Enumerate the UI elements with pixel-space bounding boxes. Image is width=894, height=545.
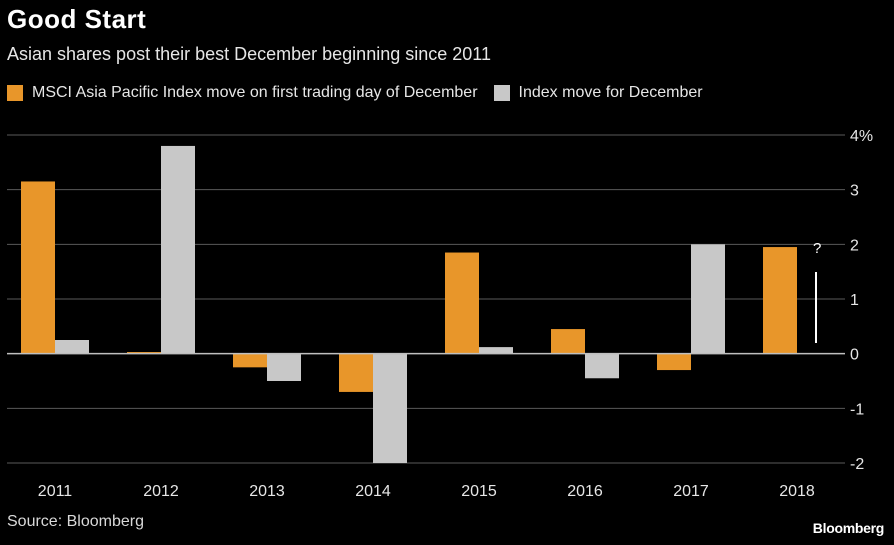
x-tick-label: 2017 bbox=[673, 483, 709, 500]
legend-swatch-orange bbox=[7, 85, 23, 101]
legend: MSCI Asia Pacific Index move on first tr… bbox=[7, 84, 719, 102]
y-tick-label: 1 bbox=[850, 292, 859, 309]
x-tick-label: 2013 bbox=[249, 483, 285, 500]
bar-first-day-2011 bbox=[21, 181, 55, 354]
y-tick-label: 2 bbox=[850, 237, 859, 254]
bar-december-2011 bbox=[55, 340, 89, 354]
legend-swatch-gray bbox=[493, 85, 510, 101]
bar-december-2015 bbox=[479, 347, 513, 354]
y-tick-label: 0 bbox=[850, 347, 859, 364]
bar-december-2012 bbox=[161, 145, 195, 354]
legend-label-first-day: MSCI Asia Pacific Index move on first tr… bbox=[32, 84, 478, 101]
y-tick-label: -1 bbox=[850, 401, 864, 418]
legend-item-december: Index move for December bbox=[493, 84, 703, 102]
bar-first-day-2012 bbox=[127, 352, 161, 354]
bar-december-2017 bbox=[691, 244, 725, 354]
chart-subtitle: Asian shares post their best December be… bbox=[7, 44, 491, 64]
annotation-question-mark: ? bbox=[813, 240, 821, 257]
bar-first-day-2018 bbox=[763, 247, 797, 354]
x-tick-label: 2011 bbox=[38, 483, 73, 500]
bar-first-day-2014 bbox=[339, 353, 373, 392]
bloomberg-logo: Bloomberg bbox=[812, 520, 885, 536]
bar-december-2014 bbox=[373, 353, 407, 463]
bar-december-2016 bbox=[585, 353, 619, 379]
y-tick-label: -2 bbox=[850, 456, 864, 473]
y-tick-label: 3 bbox=[850, 183, 859, 200]
bar-first-day-2015 bbox=[445, 252, 479, 354]
bar-first-day-2017 bbox=[657, 353, 691, 371]
x-tick-label: 2015 bbox=[461, 483, 497, 500]
bar-first-day-2013 bbox=[233, 353, 267, 368]
x-tick-label: 2016 bbox=[567, 483, 603, 500]
chart-title: Good Start bbox=[7, 4, 147, 34]
source-note: Source: Bloomberg bbox=[7, 513, 144, 530]
x-tick-label: 2012 bbox=[143, 483, 179, 500]
bar-first-day-2016 bbox=[551, 329, 585, 354]
x-tick-label: 2018 bbox=[779, 483, 815, 500]
legend-item-first-day: MSCI Asia Pacific Index move on first tr… bbox=[7, 84, 478, 102]
legend-label-december: Index move for December bbox=[518, 84, 703, 101]
y-tick-label: 4% bbox=[850, 128, 873, 145]
x-tick-label: 2014 bbox=[355, 483, 391, 500]
bar-december-2013 bbox=[267, 353, 301, 381]
